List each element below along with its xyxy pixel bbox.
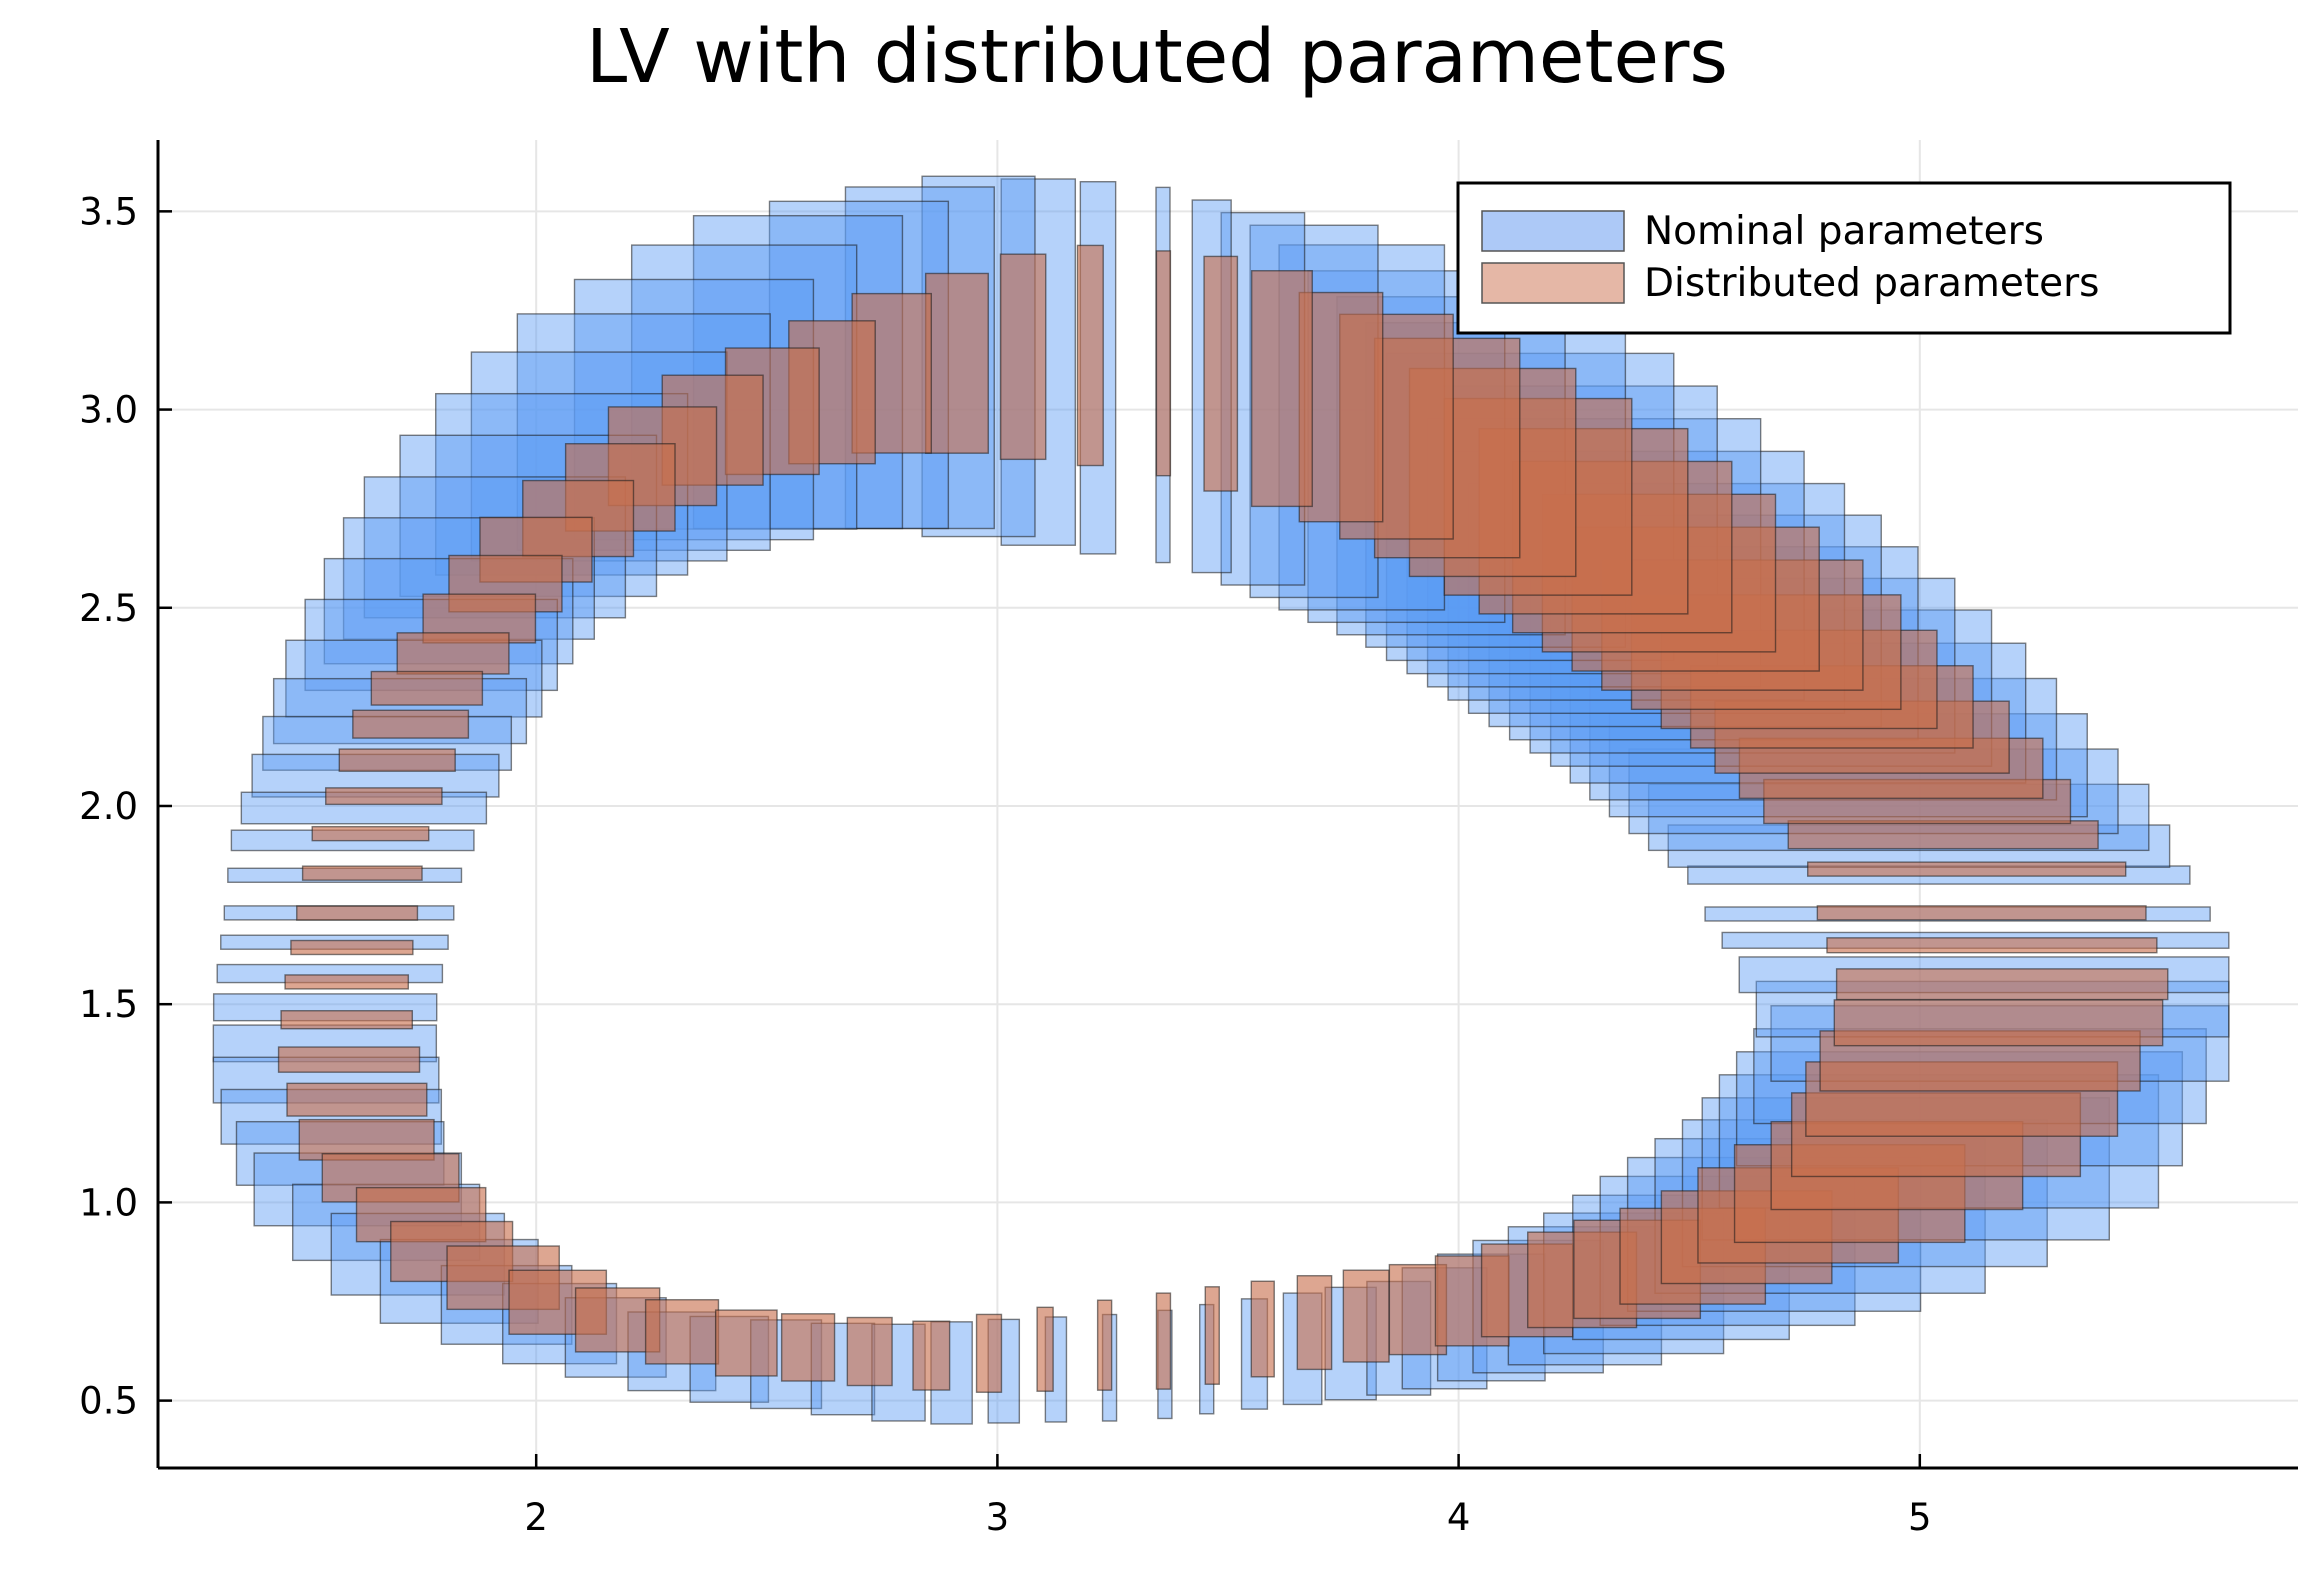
distributed-box-19 (1250, 270, 1313, 508)
axes: 2 3 4 5 0.5 1.0 1.5 2.0 2.5 3.0 3.5 (79, 140, 2298, 1539)
series-distributed (277, 244, 2169, 1393)
legend-swatch-0 (1481, 210, 1625, 252)
distributed-box-42 (296, 905, 419, 921)
y-tick-label-2: 1.5 (79, 983, 138, 1026)
distributed-box-35 (396, 632, 510, 675)
distributed-box-36 (370, 670, 484, 706)
distributed-box-61 (1036, 1306, 1054, 1392)
x-tick-label-0: 2 (524, 1496, 548, 1539)
legend-label-1: Distributed parameters (1644, 261, 2099, 306)
distributed-box-21 (1155, 250, 1172, 477)
distributed-box-38 (338, 748, 456, 772)
x-tick-label-3: 5 (1908, 1496, 1932, 1539)
distributed-box-55 (644, 1299, 720, 1365)
distributed-box-41 (301, 865, 423, 881)
distributed-box-59 (912, 1320, 951, 1391)
distributed-box-0 (1816, 905, 2147, 921)
distributed-box-47 (286, 1082, 428, 1117)
y-tick-label-5: 3.0 (79, 389, 138, 432)
distributed-box-40 (311, 825, 430, 842)
distributed-box-65 (1250, 1280, 1275, 1378)
distributed-box-24 (924, 272, 989, 454)
distributed-box-44 (284, 974, 410, 990)
distributed-box-2 (1787, 820, 2099, 850)
distributed-box-18 (1298, 291, 1384, 523)
distributed-box-39 (325, 787, 443, 806)
distributed-box-23 (999, 253, 1047, 461)
distributed-box-56 (714, 1309, 778, 1377)
distributed-box-62 (1096, 1299, 1113, 1391)
distributed-box-1 (1807, 861, 2127, 877)
distributed-box-45 (280, 1010, 414, 1030)
y-tick-label-3: 2.0 (79, 785, 138, 828)
distributed-box-66 (1296, 1275, 1333, 1371)
distributed-box-57 (780, 1313, 836, 1382)
distributed-box-37 (352, 709, 470, 739)
distributed-box-58 (846, 1316, 893, 1387)
distributed-box-20 (1203, 255, 1239, 492)
distributed-box-46 (277, 1046, 421, 1073)
distributed-box-82 (1835, 968, 2169, 1001)
legend: Nominal parameters Distributed parameters (1456, 181, 2232, 335)
y-tick-label-4: 2.5 (79, 587, 138, 630)
legend-box (1456, 181, 2232, 335)
distributed-box-63 (1155, 1292, 1172, 1390)
y-tick-label-6: 3.5 (79, 190, 138, 233)
distributed-box-22 (1076, 244, 1104, 467)
series-layer (212, 175, 2230, 1425)
distributed-box-64 (1204, 1286, 1220, 1385)
x-tick-label-2: 4 (1447, 1496, 1471, 1539)
distributed-box-67 (1342, 1269, 1390, 1363)
legend-swatch-1 (1481, 262, 1625, 304)
chart-title: LV with distributed parameters (586, 14, 1728, 100)
distributed-box-43 (290, 939, 414, 956)
legend-label-0: Nominal parameters (1644, 209, 2044, 254)
x-tick-label-1: 3 (986, 1496, 1010, 1539)
distributed-box-81 (1833, 999, 2164, 1047)
y-tick-label-1: 1.0 (79, 1181, 138, 1224)
distributed-box-60 (975, 1313, 1003, 1393)
distributed-box-83 (1826, 937, 2158, 954)
y-tick-label-0: 0.5 (79, 1380, 138, 1423)
